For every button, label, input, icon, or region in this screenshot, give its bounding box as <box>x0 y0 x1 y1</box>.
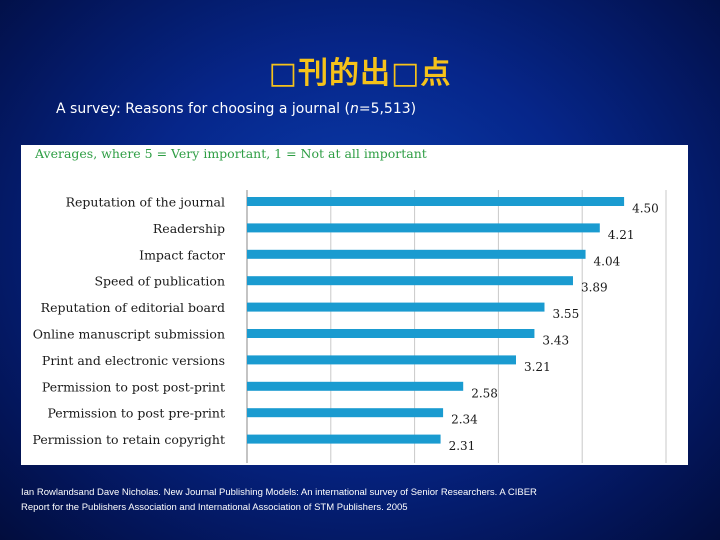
bar <box>247 223 600 233</box>
bar <box>247 355 516 365</box>
subtitle-n-symbol: n <box>349 101 359 117</box>
bar <box>247 434 441 444</box>
citation-line-1: Ian Rowlandsand Dave Nicholas. New Journ… <box>21 487 537 498</box>
category-label: Reputation of editorial board <box>41 300 225 315</box>
bar <box>247 381 464 391</box>
bar <box>247 276 573 286</box>
citation: Ian Rowlandsand Dave Nicholas. New Journ… <box>21 485 661 515</box>
subtitle-suffix: =5,513) <box>358 101 417 117</box>
bar <box>247 408 444 418</box>
value-label: 2.34 <box>451 413 478 427</box>
category-label: Permission to post post-print <box>42 379 225 394</box>
bar <box>247 302 545 312</box>
category-label: Impact factor <box>139 247 225 262</box>
bar <box>247 249 586 259</box>
citation-line-2: Report for the Publishers Association an… <box>21 502 408 513</box>
bar-chart: Averages, where 5 = Very important, 1 = … <box>33 146 667 463</box>
bars <box>247 197 625 444</box>
value-label: 2.58 <box>471 386 498 400</box>
category-label: Speed of publication <box>94 274 225 289</box>
category-label: Permission to post pre-print <box>47 406 225 421</box>
chart-panel: Averages, where 5 = Very important, 1 = … <box>21 145 688 465</box>
value-label: 3.21 <box>524 360 551 374</box>
category-labels: Reputation of the journal Readership Impac… <box>33 195 225 448</box>
value-label: 3.55 <box>552 307 579 321</box>
bar <box>247 329 535 338</box>
subtitle-prefix: A survey: Reasons for choosing a journal… <box>56 101 350 117</box>
category-label: Reputation of the journal <box>66 195 225 210</box>
value-label: 3.43 <box>542 334 569 348</box>
value-label: 4.04 <box>594 254 621 268</box>
bar <box>247 197 625 206</box>
value-labels: 4.50 4.21 4.04 3.893.55 3.43 3.21 2.58 2.34 2.31 <box>449 202 659 454</box>
category-label: Print and electronic versions <box>42 353 225 368</box>
value-label: 2.31 <box>449 439 476 453</box>
survey-subtitle: A survey: Reasons for choosing a journal… <box>56 101 416 117</box>
chart-title: Averages, where 5 = Very important, 1 = … <box>34 146 427 161</box>
category-label: Permission to retain copyright <box>33 432 225 447</box>
value-label: 4.50 <box>632 202 659 216</box>
category-label: Online manuscript submission <box>33 327 225 342</box>
gridlines <box>246 190 667 463</box>
category-label: Readership <box>153 221 225 236</box>
slide-title: □刊的出□点 <box>268 56 452 91</box>
value-label: 3.89 <box>581 281 608 295</box>
value-label: 4.21 <box>608 228 635 242</box>
